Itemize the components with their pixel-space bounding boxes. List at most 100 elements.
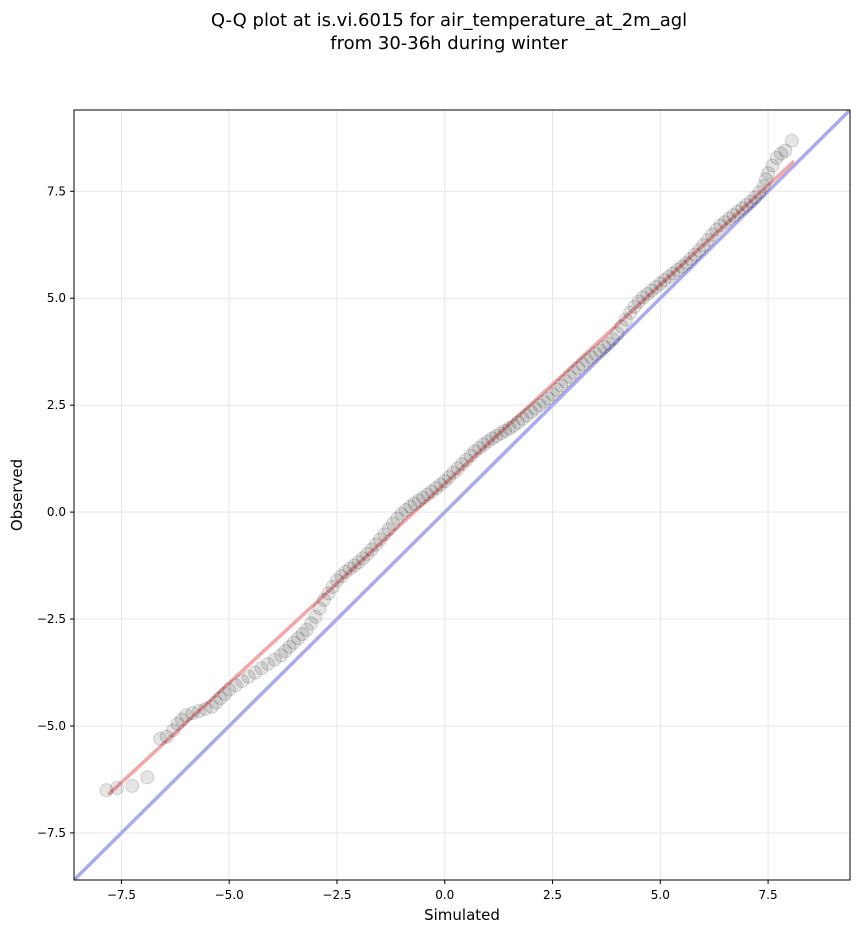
y-tick-label: −5.0 [37, 719, 66, 733]
data-point [235, 674, 250, 689]
data-point [308, 609, 323, 624]
data-point [299, 622, 314, 637]
data-point [360, 547, 375, 562]
data-point [601, 336, 616, 351]
data-point [273, 648, 288, 663]
data-point [222, 682, 237, 697]
data-point [429, 481, 444, 496]
data-point [498, 423, 513, 438]
data-point [185, 706, 200, 721]
data-point [765, 158, 780, 173]
data-point [381, 522, 396, 537]
x-tick-label: −7.5 [107, 888, 136, 902]
data-point [192, 704, 207, 719]
data-point [261, 656, 275, 671]
data-point [267, 652, 282, 667]
data-point [687, 247, 702, 262]
data-point [291, 631, 306, 646]
data-point [661, 269, 676, 284]
data-point [657, 273, 672, 288]
data-point [174, 712, 189, 727]
data-point [756, 179, 771, 194]
data-point [329, 573, 344, 588]
data-point [618, 312, 633, 327]
data-point [295, 627, 310, 642]
data-point [198, 701, 213, 716]
data-point [463, 448, 478, 463]
data-point [153, 731, 168, 746]
data-point [528, 401, 543, 416]
data-point [459, 452, 474, 467]
data-point [653, 276, 668, 291]
data-point [584, 350, 599, 365]
data-point [278, 644, 293, 659]
data-point [571, 361, 586, 376]
data-point [627, 299, 642, 314]
data-point [735, 201, 750, 216]
data-point [476, 437, 491, 452]
x-axis-label: Simulated [424, 906, 500, 924]
data-point [674, 259, 689, 274]
x-tick-label: 0.0 [435, 888, 454, 902]
x-tick-label: 5.0 [651, 888, 670, 902]
data-point [342, 561, 357, 576]
data-point [541, 391, 556, 406]
data-point [592, 343, 607, 358]
data-point [523, 405, 538, 420]
fit-line [107, 160, 796, 796]
data-point [696, 238, 711, 253]
data-point [752, 185, 767, 200]
data-point [636, 290, 651, 305]
data-point [312, 601, 327, 616]
data-point [467, 444, 482, 459]
data-point [446, 465, 461, 480]
data-point [758, 172, 773, 187]
data-point [377, 527, 392, 542]
data-point [364, 542, 379, 557]
data-point [623, 305, 638, 320]
data-point [532, 398, 547, 413]
data-point [610, 326, 625, 341]
x-tick-label: 7.5 [759, 888, 778, 902]
data-point [554, 378, 569, 393]
data-point [321, 586, 336, 601]
data-point [455, 457, 469, 472]
data-point [717, 215, 732, 230]
data-point [317, 592, 332, 607]
data-point [502, 421, 517, 436]
data-point [442, 470, 457, 485]
data-point [217, 686, 232, 701]
y-tick-label: −2.5 [37, 612, 66, 626]
data-point [748, 190, 763, 205]
data-point [580, 353, 595, 368]
data-point [549, 382, 564, 397]
data-point [368, 537, 383, 552]
data-point [204, 699, 219, 714]
data-point [416, 490, 431, 505]
data-point [304, 616, 319, 631]
data-point [433, 477, 448, 492]
data-point [170, 716, 185, 731]
y-tick-label: 5.0 [47, 291, 66, 305]
data-point [241, 669, 256, 684]
data-point [334, 569, 349, 584]
reference-lines [74, 110, 850, 880]
chart-title-line-1: Q-Q plot at is.vi.6015 for air_temperatu… [211, 10, 687, 31]
data-point [575, 357, 590, 372]
data-point [597, 339, 612, 354]
y-tick-label: 0.0 [47, 505, 66, 519]
data-point [485, 431, 500, 446]
data-point [338, 565, 353, 579]
data-point [726, 208, 741, 223]
data-point [110, 781, 125, 796]
data-point [692, 243, 707, 258]
data-point [493, 426, 508, 441]
data-point [666, 266, 681, 281]
chart-title-line-2: from 30-36h during winter [330, 33, 568, 54]
data-point [511, 415, 526, 430]
data-point [562, 369, 577, 384]
data-point [640, 286, 655, 301]
data-point [480, 434, 495, 449]
data-point [140, 770, 155, 785]
